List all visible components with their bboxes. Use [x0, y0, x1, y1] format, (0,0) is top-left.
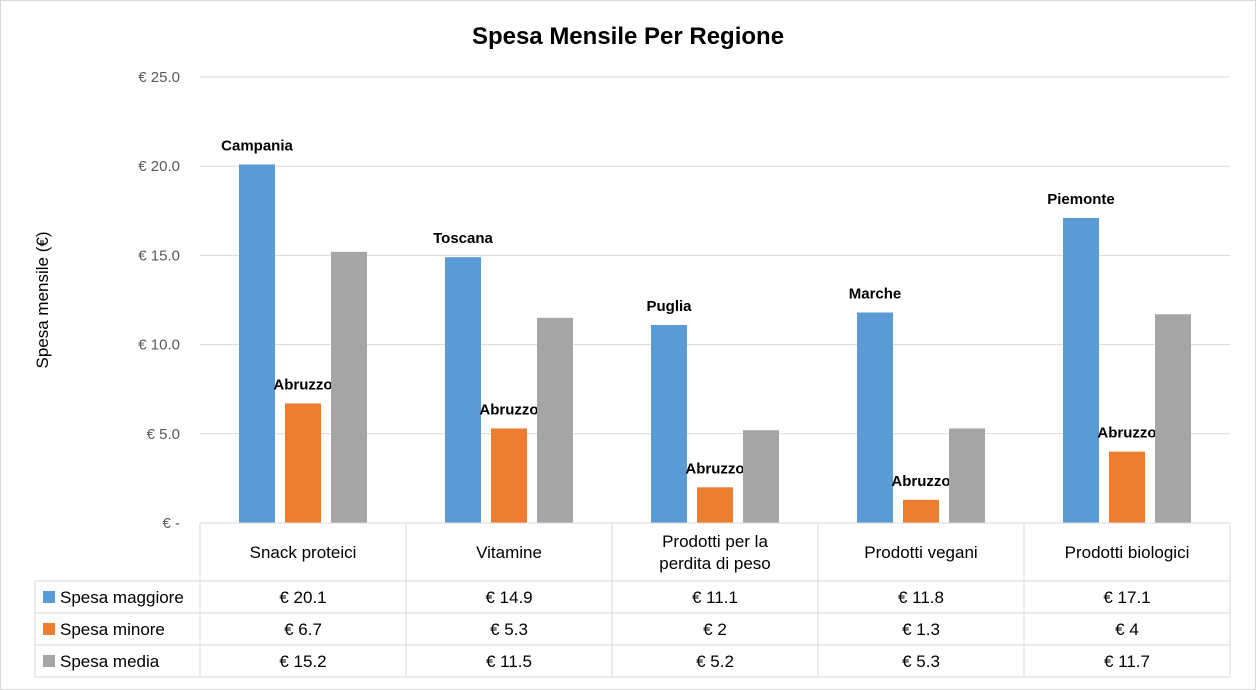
chart-title: Spesa Mensile Per Regione — [472, 23, 784, 50]
data-label: Campania — [221, 137, 293, 154]
y-axis-label: Spesa mensile (€) — [33, 231, 52, 368]
bar-spesa-media — [1155, 314, 1191, 523]
y-tick-label: € 5.0 — [147, 426, 180, 443]
bar-spesa-maggiore — [445, 257, 481, 523]
data-label: Piemonte — [1047, 191, 1115, 208]
data-label: Abruzzo — [479, 401, 538, 418]
bar-spesa-maggiore — [857, 312, 893, 523]
table-value: € 4 — [1115, 620, 1139, 639]
table-value: € 11.8 — [898, 588, 944, 607]
bar-spesa-maggiore — [239, 164, 275, 523]
bar-spesa-maggiore — [651, 324, 687, 523]
bar-spesa-minore — [1109, 451, 1145, 523]
x-tick-label: Prodotti per la — [662, 532, 768, 551]
table-value: € 5.3 — [902, 652, 940, 671]
bar-spesa-minore — [285, 403, 321, 523]
x-tick-label: Prodotti biologici — [1065, 543, 1190, 562]
y-tick-label: € 10.0 — [138, 337, 180, 354]
data-label: Abruzzo — [891, 473, 950, 490]
bar-spesa-media — [949, 428, 985, 523]
table-value: € 14.9 — [485, 588, 532, 607]
legend-label: Spesa maggiore — [60, 588, 184, 607]
bar-spesa-minore — [697, 487, 733, 523]
y-tick-label: € 25.0 — [138, 69, 180, 86]
table-value: € 1.3 — [902, 620, 940, 639]
data-label: Toscana — [433, 230, 493, 247]
y-tick-label: € - — [162, 515, 180, 532]
table-value: € 2 — [703, 620, 727, 639]
data-label: Puglia — [646, 298, 692, 315]
legend-key-spesa-maggiore — [43, 591, 55, 603]
data-label: Abruzzo — [685, 460, 744, 477]
bar-spesa-minore — [903, 499, 939, 523]
table-value: € 11.1 — [692, 588, 738, 607]
legend-key-spesa-media — [43, 655, 55, 667]
table-value: € 20.1 — [279, 588, 326, 607]
bar-spesa-minore — [491, 428, 527, 523]
bar-spesa-media — [743, 430, 779, 523]
data-label: Abruzzo — [273, 376, 332, 393]
table-value: € 15.2 — [279, 652, 326, 671]
data-label: Marche — [849, 285, 902, 302]
table-value: € 5.3 — [490, 620, 528, 639]
bar-spesa-maggiore — [1063, 217, 1099, 523]
table-value: € 17.1 — [1103, 588, 1150, 607]
table-value: € 5.2 — [696, 652, 734, 671]
table-value: € 6.7 — [284, 620, 322, 639]
x-tick-label: Vitamine — [476, 543, 542, 562]
bar-spesa-media — [537, 317, 573, 523]
legend-label: Spesa minore — [60, 620, 165, 639]
y-tick-label: € 15.0 — [138, 247, 180, 264]
bar-spesa-media — [331, 251, 367, 523]
x-tick-label: Snack proteici — [250, 543, 357, 562]
data-label: Abruzzo — [1097, 425, 1156, 442]
y-tick-label: € 20.0 — [138, 158, 180, 175]
x-tick-label: Prodotti vegani — [864, 543, 977, 562]
x-tick-label: perdita di peso — [659, 554, 771, 573]
table-value: € 11.5 — [486, 652, 532, 671]
legend-key-spesa-minore — [43, 623, 55, 635]
legend-label: Spesa media — [60, 652, 160, 671]
table-value: € 11.7 — [1104, 652, 1150, 671]
